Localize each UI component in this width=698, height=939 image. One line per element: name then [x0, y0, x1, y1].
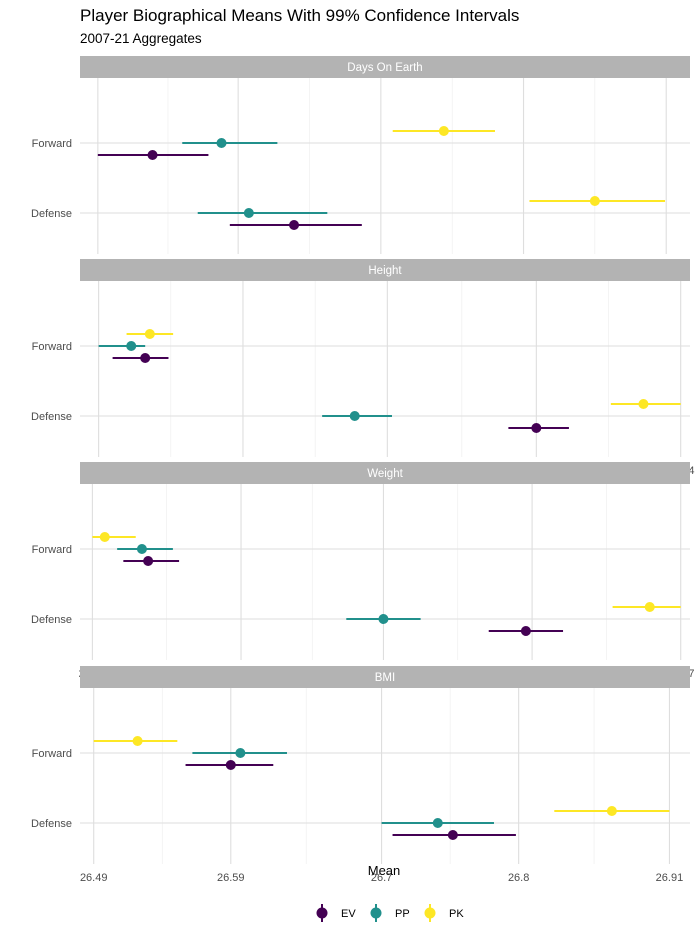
legend: EV PP PK	[316, 904, 464, 922]
point-ev-defense	[289, 220, 300, 230]
point-ev-defense	[520, 626, 531, 636]
point-pp-defense	[349, 411, 360, 421]
facet-strip	[80, 666, 690, 688]
legend-key-ev	[316, 907, 328, 919]
point-ev-forward	[225, 760, 236, 770]
facet-strip	[80, 259, 690, 281]
x-tick-label: 26.49	[80, 872, 108, 884]
point-pk-forward	[144, 329, 155, 339]
y-tick-label-defense: Defense	[31, 411, 72, 423]
y-tick-label-forward: Forward	[32, 138, 72, 150]
point-pk-defense	[638, 399, 649, 409]
facet-strip-label: BMI	[375, 672, 395, 684]
legend-key-pp	[370, 907, 382, 919]
y-tick-label-defense: Defense	[31, 614, 72, 626]
point-ev-forward	[140, 353, 151, 363]
y-tick-label-forward: Forward	[32, 341, 72, 353]
point-ev-defense	[447, 830, 458, 840]
point-pk-forward	[132, 736, 143, 746]
point-pp-defense	[432, 818, 443, 828]
x-tick-label: 26.59	[217, 872, 245, 884]
y-tick-label-defense: Defense	[31, 818, 72, 830]
x-tick-label: 26.91	[656, 872, 684, 884]
point-pk-forward	[438, 126, 449, 136]
x-tick-label: 26.8	[508, 872, 529, 884]
point-pk-defense	[644, 602, 655, 612]
point-ev-forward	[147, 150, 158, 160]
point-pp-forward	[136, 544, 147, 554]
point-pp-defense	[378, 614, 389, 624]
point-pk-forward	[99, 532, 110, 542]
point-pp-defense	[243, 208, 254, 218]
x-axis-title: Mean	[367, 863, 401, 878]
facet-strip	[80, 56, 690, 78]
y-tick-label-forward: Forward	[32, 544, 72, 556]
point-pk-defense	[589, 196, 600, 206]
facet-weight: WeightForwardDefense200.2202.6204.9207.3…	[31, 462, 694, 680]
facet-strip	[80, 462, 690, 484]
point-pk-defense	[606, 806, 617, 816]
legend-label-ev: EV	[341, 908, 356, 920]
point-pp-forward	[126, 341, 137, 351]
facet-bmi: BMI Forward Defense 26.49 26.59 26.7 26.8 26.91	[31, 666, 690, 884]
x-tick-label: 26.7	[371, 872, 392, 884]
chart-title: Player Biographical Means With 99% Confi…	[80, 6, 520, 25]
point-pp-forward	[216, 138, 227, 148]
facet-strip-label: Weight	[367, 468, 403, 480]
facet-strip-label: Height	[368, 265, 402, 277]
chart-subtitle: 2007-21 Aggregates	[80, 31, 202, 46]
legend-label-pk: PK	[449, 908, 464, 920]
y-tick-label-defense: Defense	[31, 208, 72, 220]
point-ev-defense	[531, 423, 542, 433]
facet-height: HeightForwardDefense72.7973.173.4173.737…	[31, 259, 694, 477]
legend-label-pp: PP	[395, 908, 410, 920]
facet-days-on-earth: Days On EarthForwardDefense9,88210,00010…	[31, 56, 690, 274]
legend-key-pk	[424, 907, 436, 919]
y-tick-label-forward: Forward	[32, 748, 72, 760]
point-ev-forward	[143, 556, 154, 566]
point-pp-forward	[235, 748, 246, 758]
facet-strip-label: Days On Earth	[347, 62, 422, 74]
